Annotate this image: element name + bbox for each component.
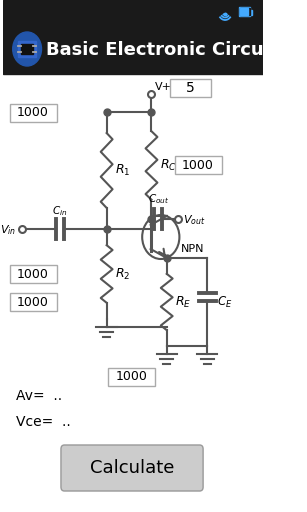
Bar — [170, 79, 211, 97]
Text: Av=  ..: Av= .. — [16, 389, 62, 403]
Bar — [240, 8, 248, 15]
Text: V+: V+ — [155, 82, 172, 92]
Bar — [18, 41, 37, 57]
Bar — [251, 10, 252, 15]
Text: $R_C$: $R_C$ — [160, 158, 177, 173]
Bar — [3, 24, 263, 74]
Text: $R_E$: $R_E$ — [175, 294, 191, 310]
Text: $R_2$: $R_2$ — [115, 266, 130, 282]
Text: $C_{out}$: $C_{out}$ — [148, 192, 169, 206]
Text: $C_{in}$: $C_{in}$ — [52, 204, 68, 218]
Text: 1000: 1000 — [115, 371, 147, 383]
Text: NPN: NPN — [181, 244, 204, 254]
Text: $V_{in}$: $V_{in}$ — [0, 223, 17, 237]
Bar — [108, 368, 155, 386]
Text: Basic Electronic Circuits: Basic Electronic Circuits — [46, 41, 289, 59]
Bar — [21, 44, 33, 54]
Text: 1000: 1000 — [17, 295, 49, 309]
Bar — [175, 156, 222, 174]
Bar — [10, 293, 57, 311]
Text: 1000: 1000 — [17, 106, 49, 119]
Text: $V_{out}$: $V_{out}$ — [183, 213, 205, 227]
Text: $C_E$: $C_E$ — [217, 294, 233, 310]
Text: Vce=  ..: Vce= .. — [16, 415, 71, 429]
Text: 1000: 1000 — [182, 159, 214, 172]
FancyBboxPatch shape — [61, 445, 203, 491]
Bar — [10, 265, 57, 283]
Bar — [3, 0, 263, 24]
Bar — [240, 8, 250, 15]
Text: $R_1$: $R_1$ — [115, 163, 130, 178]
Text: Calculate: Calculate — [90, 459, 174, 477]
Circle shape — [13, 32, 41, 66]
Text: 5: 5 — [186, 81, 195, 95]
Bar — [239, 7, 251, 16]
Text: 1000: 1000 — [17, 267, 49, 281]
Bar — [10, 104, 57, 122]
